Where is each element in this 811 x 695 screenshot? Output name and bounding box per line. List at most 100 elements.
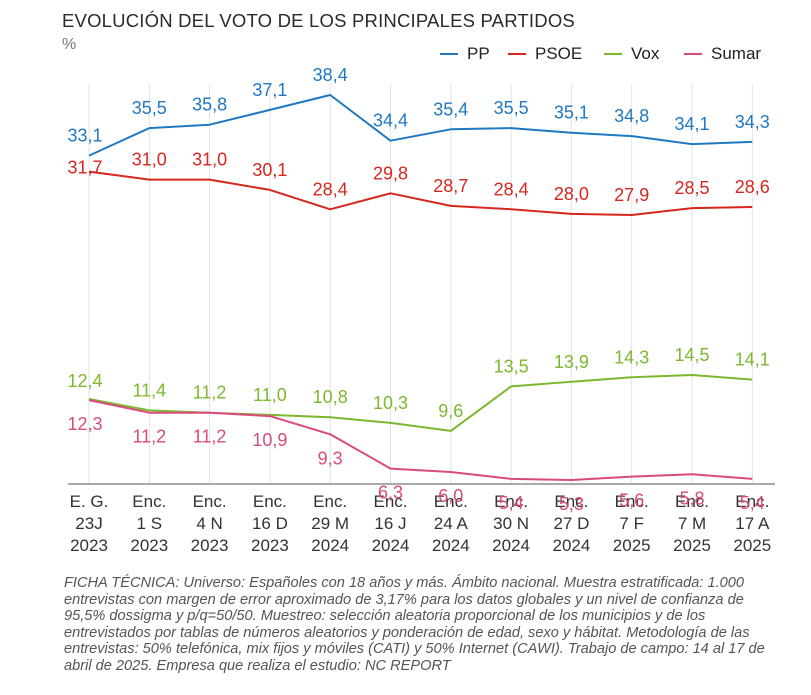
data-label-sumar-2: 11,2 <box>193 427 227 447</box>
data-label-vox-2: 11,2 <box>193 383 227 403</box>
x-tick-label-10-0: Enc. <box>675 492 709 511</box>
x-tick-label-8-0: Enc. <box>554 492 588 511</box>
x-tick-label-6-1: 24 A <box>434 514 469 533</box>
data-label-psoe-4: 28,4 <box>313 179 348 199</box>
data-label-pp-1: 35,5 <box>132 98 167 118</box>
legend: PP PSOE Vox Sumar <box>440 44 770 66</box>
legend-label-psoe: PSOE <box>535 44 583 63</box>
legend-item-vox: Vox <box>604 44 659 64</box>
legend-item-sumar: Sumar <box>684 44 761 64</box>
x-tick-label-7-1: 30 N <box>493 514 529 533</box>
data-label-sumar-0: 12,3 <box>67 414 102 434</box>
data-label-pp-0: 33,1 <box>67 126 102 146</box>
data-label-vox-3: 11,0 <box>253 385 287 405</box>
x-tick-label-8-2: 2024 <box>552 536 590 555</box>
x-tick-label-5-0: Enc. <box>373 492 407 511</box>
data-label-sumar-4: 9,3 <box>318 448 343 468</box>
data-label-sumar-7: 5,4 <box>499 493 524 513</box>
data-label-psoe-1: 31,0 <box>132 150 167 170</box>
x-tick-label-7-2: 2024 <box>492 536 530 555</box>
data-label-psoe-5: 29,8 <box>373 163 408 183</box>
x-tick-label-9-1: 7 F <box>619 514 644 533</box>
legend-label-vox: Vox <box>631 44 660 63</box>
x-tick-label-11-0: Enc. <box>735 492 769 511</box>
x-tick-label-1-2: 2023 <box>130 536 168 555</box>
legend-swatch-pp <box>440 53 458 55</box>
x-tick-label-7-0: Enc. <box>494 492 528 511</box>
series-line-sumar <box>88 399 753 481</box>
x-tick-label-11-2: 2025 <box>733 536 771 555</box>
data-label-psoe-6: 28,7 <box>433 176 468 196</box>
x-tick-label-0-1: 23J <box>75 514 102 533</box>
data-label-pp-10: 34,1 <box>674 114 709 134</box>
legend-item-psoe: PSOE <box>508 44 582 64</box>
x-tick-label-2-2: 2023 <box>191 536 229 555</box>
series-line-vox <box>88 374 753 432</box>
data-label-pp-9: 34,8 <box>614 106 649 126</box>
unit-label: % <box>62 36 77 53</box>
data-label-psoe-0: 31,7 <box>67 158 102 178</box>
x-tick-label-5-2: 2024 <box>372 536 410 555</box>
data-label-pp-6: 35,4 <box>433 99 468 119</box>
data-label-vox-5: 10,3 <box>373 393 408 413</box>
x-tick-label-2-1: 4 N <box>196 514 222 533</box>
data-label-sumar-1: 11,2 <box>132 427 166 447</box>
data-label-vox-6: 9,6 <box>438 401 463 421</box>
series-line-pp <box>88 94 753 157</box>
x-tick-label-10-1: 7 M <box>678 514 706 533</box>
data-label-psoe-3: 30,1 <box>252 160 287 180</box>
legend-swatch-sumar <box>684 53 702 55</box>
data-label-pp-3: 37,1 <box>252 80 287 100</box>
data-label-vox-10: 14,5 <box>674 345 709 365</box>
data-label-pp-8: 35,1 <box>554 103 589 123</box>
series-line-psoe <box>88 170 753 216</box>
x-tick-label-8-1: 27 D <box>553 514 589 533</box>
x-tick-label-3-1: 16 D <box>252 514 288 533</box>
data-label-sumar-10: 5,8 <box>679 488 704 508</box>
data-label-psoe-10: 28,5 <box>674 178 709 198</box>
data-label-sumar-5: 6,3 <box>378 483 403 503</box>
x-tick-label-0-0: E. G. <box>70 492 109 511</box>
x-tick-label-3-0: Enc. <box>253 492 287 511</box>
data-label-psoe-9: 27,9 <box>614 185 649 205</box>
legend-swatch-psoe <box>508 53 526 55</box>
data-label-vox-0: 12,4 <box>67 371 102 391</box>
technical-note: FICHA TÉCNICA: Universo: Españoles con 1… <box>64 575 765 674</box>
x-tick-label-2-0: Enc. <box>193 492 227 511</box>
x-tick-label-6-2: 2024 <box>432 536 470 555</box>
data-label-psoe-8: 28,0 <box>554 184 589 204</box>
chart-title: EVOLUCIÓN DEL VOTO DE LOS PRINCIPALES PA… <box>62 10 575 31</box>
legend-label-sumar: Sumar <box>711 44 762 63</box>
data-label-psoe-7: 28,4 <box>494 179 529 199</box>
data-label-pp-11: 34,3 <box>735 112 770 132</box>
data-label-psoe-2: 31,0 <box>192 150 227 170</box>
legend-item-pp: PP <box>440 44 490 64</box>
data-label-vox-7: 13,5 <box>494 356 529 376</box>
x-tick-label-11-1: 17 A <box>735 514 770 533</box>
data-label-pp-5: 34,4 <box>373 111 408 131</box>
data-label-pp-2: 35,8 <box>192 95 227 115</box>
data-label-sumar-6: 6,0 <box>438 486 463 506</box>
x-tick-label-5-1: 16 J <box>374 514 406 533</box>
x-tick-label-10-2: 2025 <box>673 536 711 555</box>
legend-label-pp: PP <box>467 44 490 63</box>
data-label-pp-4: 38,4 <box>313 65 348 85</box>
x-tick-label-1-0: Enc. <box>132 492 166 511</box>
x-tick-label-3-2: 2023 <box>251 536 289 555</box>
data-label-vox-9: 14,3 <box>614 347 649 367</box>
x-tick-label-0-2: 2023 <box>70 536 108 555</box>
x-tick-label-4-2: 2024 <box>311 536 349 555</box>
x-tick-label-4-1: 29 M <box>311 514 349 533</box>
data-label-sumar-11: 5,4 <box>740 493 765 513</box>
data-label-vox-4: 10,8 <box>313 387 348 407</box>
data-label-sumar-8: 5,3 <box>559 494 584 514</box>
x-tick-label-9-2: 2025 <box>613 536 651 555</box>
data-label-vox-1: 11,4 <box>132 380 166 400</box>
data-label-psoe-11: 28,6 <box>735 177 770 197</box>
legend-swatch-vox <box>604 53 622 55</box>
data-label-sumar-3: 10,9 <box>252 430 287 450</box>
data-label-vox-11: 14,1 <box>735 350 770 370</box>
data-label-sumar-9: 5,6 <box>619 491 644 511</box>
x-tick-label-6-0: Enc. <box>434 492 468 511</box>
x-tick-label-9-0: Enc. <box>615 492 649 511</box>
